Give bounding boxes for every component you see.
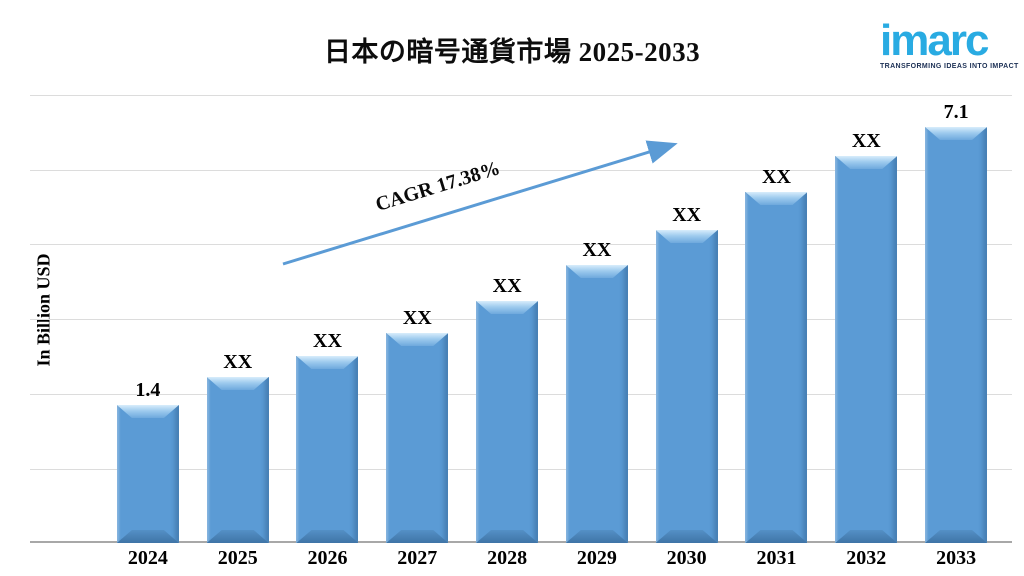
bar-value-label: XX — [492, 275, 522, 297]
chart-title: 日本の暗号通貨市場 2025-2033 — [323, 37, 701, 67]
bar-value-label: XX — [313, 330, 342, 352]
bar — [835, 156, 898, 543]
x-tick-label: 2031 — [756, 547, 797, 569]
x-tick-label: 2030 — [666, 547, 707, 569]
bar-column: 1.4 — [103, 95, 193, 543]
bar-column: XX — [821, 95, 911, 543]
x-ticks: 2024 2025 2026 2027 2028 2029 2030 2031 2032 2033 — [103, 547, 1001, 570]
bar-column: XX — [193, 95, 283, 543]
bars: 1.4 XX XX XX XX XX XX XX XX 7.1 — [103, 95, 1001, 543]
bar-column: 7.1 — [911, 95, 1001, 543]
imarc-logo-wordmark: imarc — [880, 16, 989, 65]
bar — [476, 301, 539, 543]
gridline — [30, 95, 1012, 96]
bar-value-label: XX — [223, 351, 253, 373]
x-tick-label: 2024 — [127, 547, 168, 569]
bar-value-label: XX — [402, 307, 432, 329]
bar — [745, 192, 808, 543]
bar-value-label: 7.1 — [943, 101, 969, 123]
x-tick-label: 2027 — [397, 547, 438, 569]
x-tick-label: 2025 — [217, 547, 258, 569]
imarc-logo-tagline: TRANSFORMING IDEAS INTO IMPACT — [880, 63, 1019, 70]
x-tick-label: 2033 — [936, 547, 977, 569]
x-tick-label: 2032 — [846, 547, 887, 569]
x-tick-label: 2026 — [307, 547, 348, 569]
bar — [925, 127, 988, 543]
bar-column: XX — [642, 95, 732, 543]
bar — [386, 333, 449, 543]
bar-column: XX — [372, 95, 462, 543]
x-tick-label: 2028 — [487, 547, 528, 569]
bar — [116, 405, 179, 543]
bar-value-label: XX — [582, 239, 612, 261]
bar-column: XX — [283, 95, 373, 543]
bar — [655, 230, 718, 543]
bar-value-label: XX — [851, 130, 881, 152]
bar — [565, 265, 628, 543]
bar-column: XX — [552, 95, 642, 543]
bar-value-label: XX — [672, 204, 702, 226]
bar-value-label: 1.4 — [135, 379, 161, 401]
imarc-logo: imarc TRANSFORMING IDEAS INTO IMPACT — [880, 16, 1019, 71]
x-tick-label: 2029 — [576, 547, 617, 569]
bar-column: XX — [732, 95, 822, 543]
bar-column: XX — [462, 95, 552, 543]
bar — [296, 356, 359, 543]
plot-area: 1.4 XX XX XX XX XX XX XX XX 7.1 — [30, 95, 1012, 543]
bar — [206, 377, 269, 543]
bar-value-label: XX — [762, 166, 791, 188]
